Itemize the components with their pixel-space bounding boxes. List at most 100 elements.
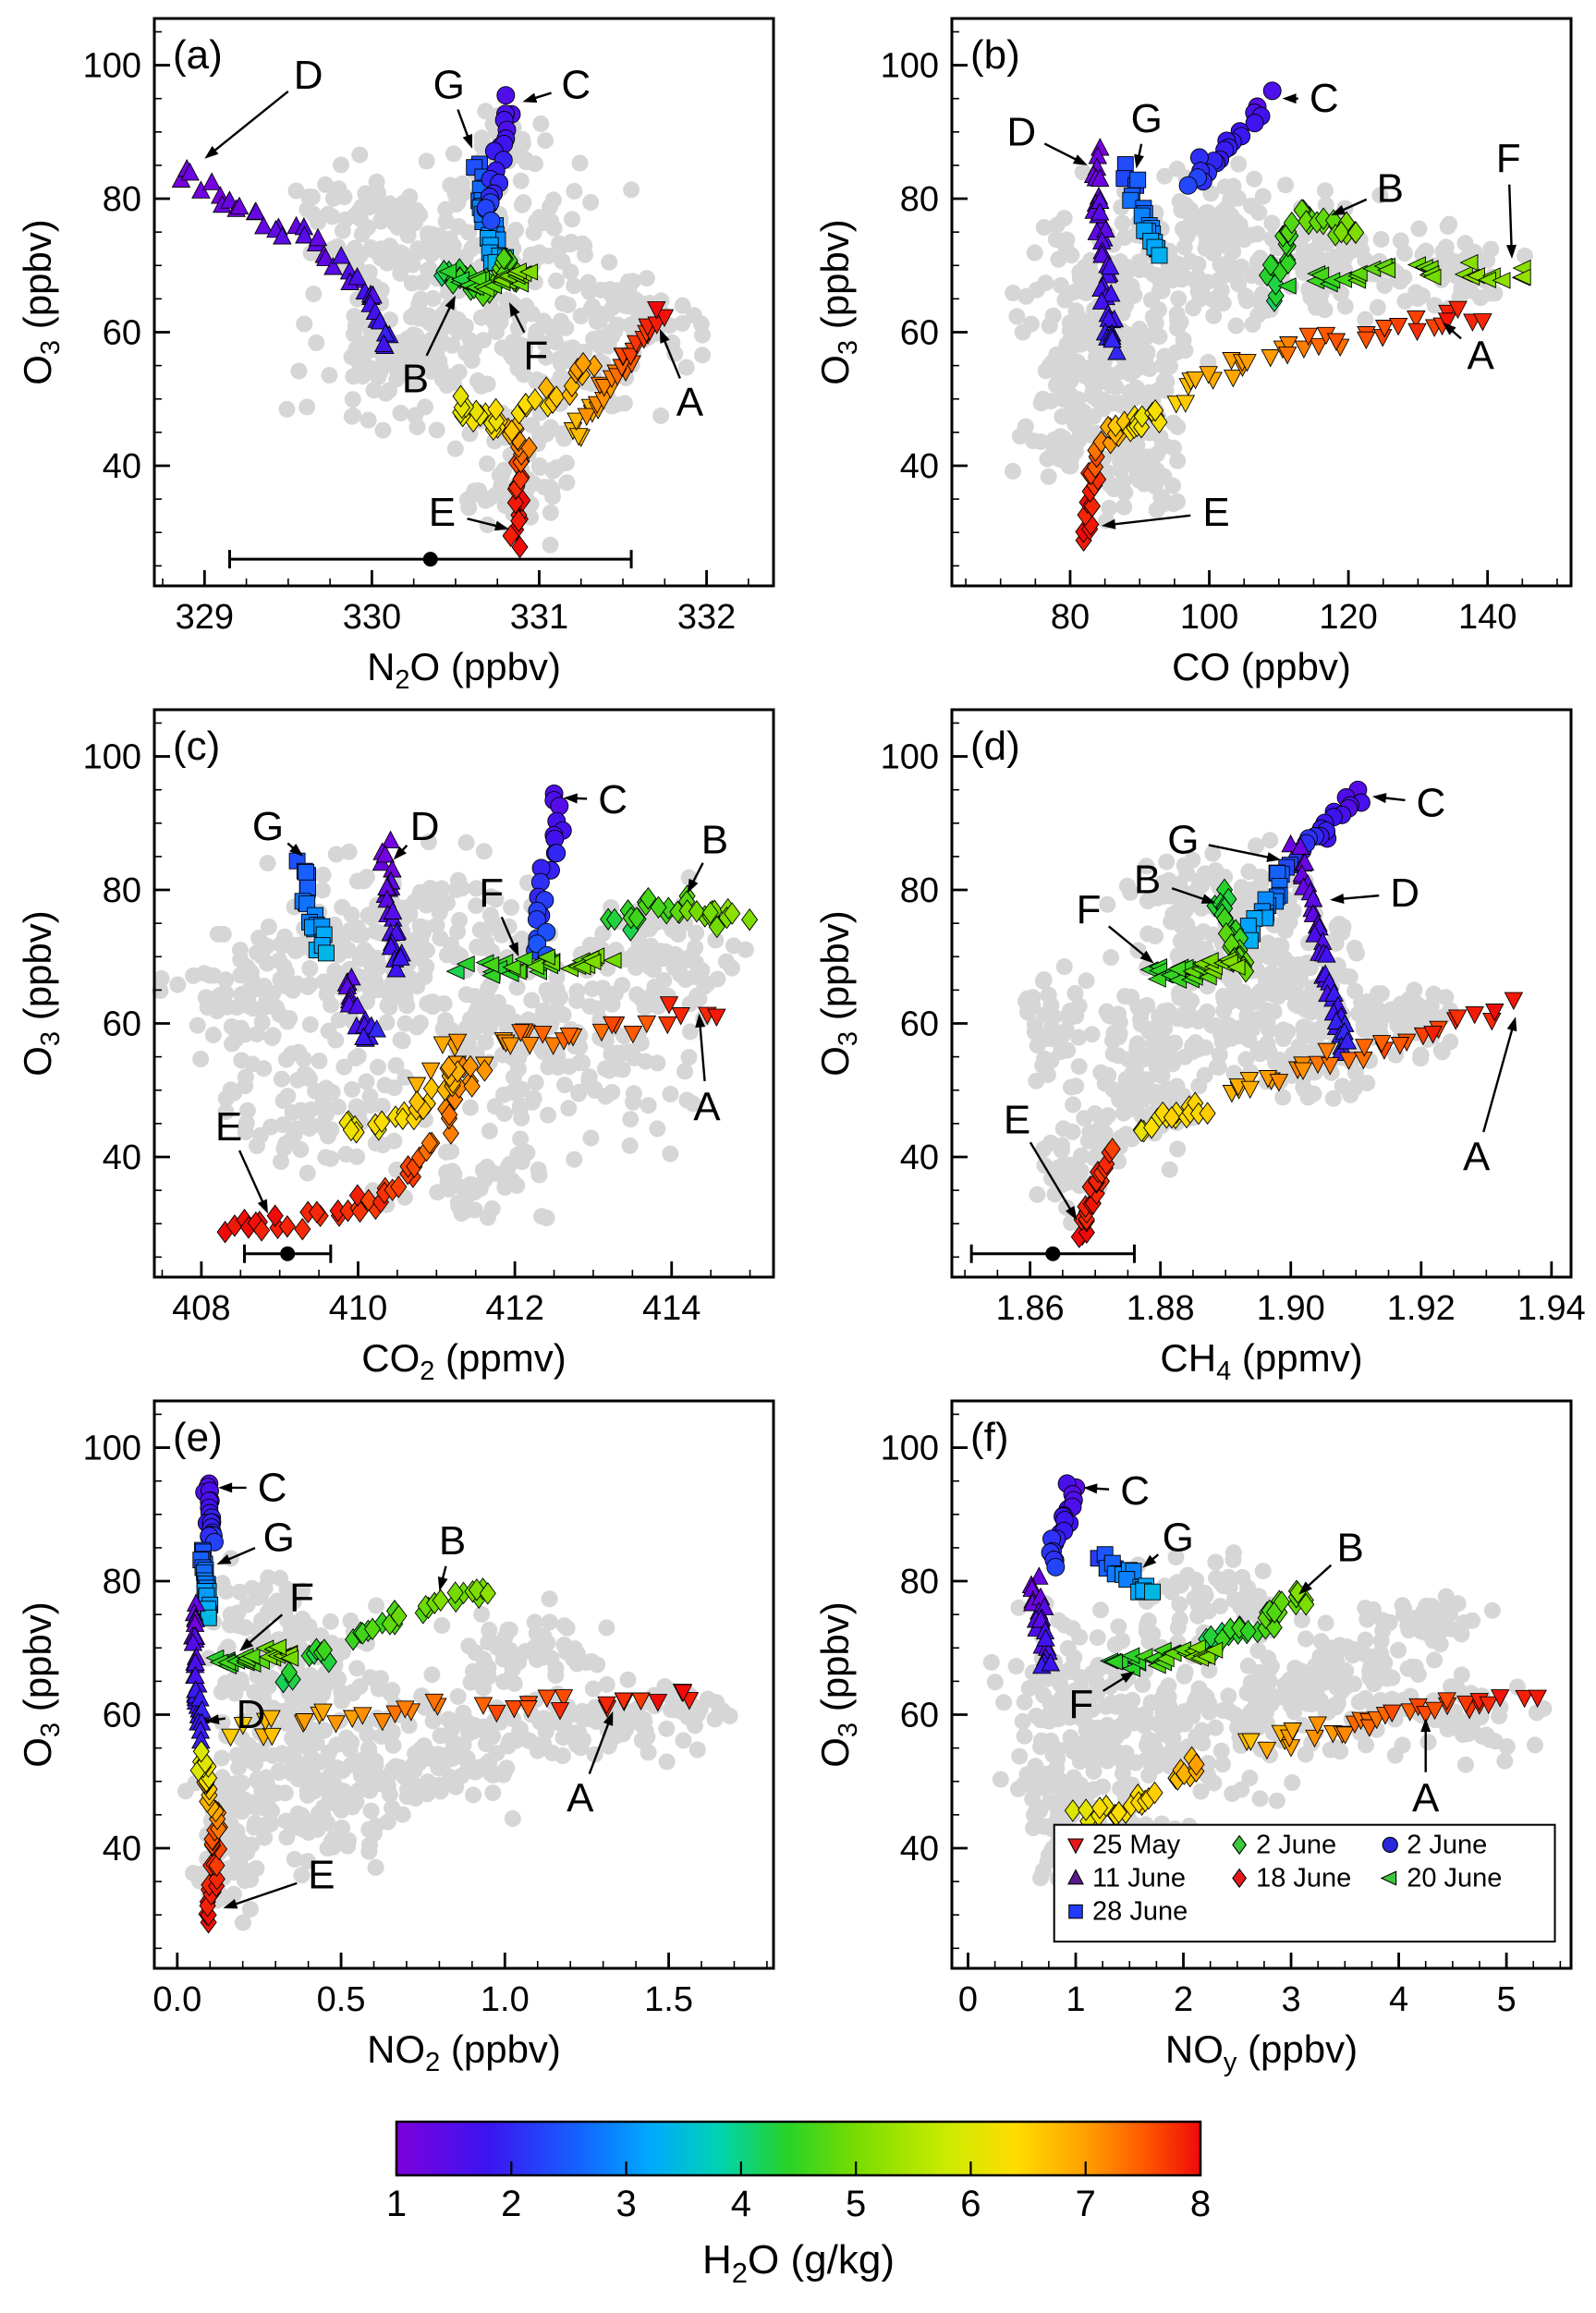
colorbar-wrap: 1 2 3 4 5 6 7 8 H2O (g/kg): [0, 2111, 1596, 2300]
y-tick-label: 80: [102, 1563, 140, 1601]
y-tick-label: 40: [899, 1830, 938, 1869]
annotation-label: D: [1390, 870, 1419, 916]
y-tick-label: 60: [899, 314, 938, 353]
annotation-label: F: [1068, 1682, 1093, 1727]
series-F: [445, 947, 622, 984]
annotation-label: E: [1003, 1098, 1029, 1143]
panel-c-chart: 408 410 412 414 40 60 80 100 CO2 (ppmv) O3 (ppbv)…: [16, 708, 774, 1386]
legend: 25 May 11 June 28 June 2 June 18 June 2 June 2…: [1053, 1823, 1556, 1943]
annotation-C: C: [1371, 781, 1445, 826]
y-axis-label: O3 (ppbv): [813, 910, 863, 1077]
annotation-D: D: [204, 1692, 265, 1737]
x-tick-label: 3: [1281, 1980, 1300, 2019]
legend-label: 2 June: [1407, 1830, 1487, 1859]
series-F: [1139, 951, 1246, 990]
annotation-label: F: [1076, 887, 1101, 932]
annotation-label: C: [1416, 781, 1445, 826]
y-tick-label: 40: [102, 1830, 140, 1869]
annotation-label: A: [1463, 1134, 1491, 1179]
annotation-C: C: [521, 63, 591, 108]
annotation-D: D: [203, 53, 323, 159]
annotation-label: A: [1467, 333, 1494, 378]
annotation-B: B: [437, 1518, 466, 1591]
y-tick-label: 40: [102, 447, 140, 486]
annotation-F: F: [1495, 136, 1520, 260]
panel-letter: (b): [970, 32, 1020, 78]
panel-letter: (d): [970, 724, 1020, 769]
annotation-E: E: [214, 1104, 268, 1214]
panels-grid: 329 330 331 332 40 60 80 100 N2O (ppbv) O3 (ppbv)…: [16, 17, 1585, 2077]
uncertainty-errorbar: [242, 1244, 332, 1263]
legend-box: [1053, 1823, 1556, 1943]
series-D: [372, 830, 411, 978]
colorbar: 1 2 3 4 5 6 7 8 H2O (g/kg): [385, 2120, 1211, 2289]
panel-letter: (c): [173, 724, 220, 769]
annotation-label: C: [561, 63, 591, 108]
y-tick-label: 60: [102, 314, 140, 353]
uncertainty-errorbar: [969, 1244, 1136, 1263]
series-E: [216, 1054, 493, 1244]
annotation-label: A: [676, 380, 703, 425]
annotation-E: E: [1003, 1098, 1077, 1221]
annotation-label: D: [409, 804, 439, 849]
annotation-C: C: [1082, 1468, 1149, 1514]
legend-label: 11 June: [1092, 1863, 1186, 1893]
series-F: [1099, 1638, 1223, 1678]
annotation-label: F: [1495, 136, 1520, 181]
colorbar-gradient: [395, 2120, 1201, 2177]
annotation-D: D: [1006, 109, 1088, 165]
y-tick-label: 40: [102, 1138, 140, 1177]
uncertainty-errorbar: [227, 550, 633, 569]
series-F: [1277, 253, 1531, 295]
annotation-label: G: [1130, 96, 1162, 141]
axis-ticks: [153, 1413, 768, 1968]
annotation-label: E: [308, 1852, 335, 1897]
y-tick-label: 60: [899, 1005, 938, 1044]
x-tick-label: 4: [1388, 1980, 1407, 2019]
y-tick-label: 80: [899, 871, 938, 910]
annotation-label: G: [262, 1516, 294, 1561]
series-E2: [482, 351, 603, 435]
annotation-label: A: [567, 1775, 594, 1820]
series-A: [563, 301, 674, 447]
legend-label: 25 May: [1092, 1830, 1181, 1859]
annotation-F: F: [238, 1576, 313, 1651]
legend-label: 2 June: [1256, 1830, 1336, 1859]
annotation-label: B: [401, 357, 428, 402]
annotation-label: E: [428, 490, 455, 535]
y-axis-label: O3 (ppbv): [813, 219, 863, 385]
x-tick-label: 140: [1457, 598, 1516, 637]
annotation-D: D: [1329, 870, 1419, 916]
colorbar-tick-label: 6: [960, 2184, 981, 2224]
series-D: [171, 159, 399, 355]
x-tick-label: 1.0: [480, 1980, 529, 2019]
annotation-label: A: [693, 1084, 721, 1129]
legend-label: 18 June: [1256, 1863, 1351, 1893]
series-C: [525, 784, 572, 965]
y-tick-label: 100: [82, 47, 140, 86]
x-tick-label: 0: [957, 1980, 977, 2019]
plot-border: [950, 1399, 1572, 1970]
legend-label: 20 June: [1407, 1863, 1502, 1893]
y-tick-label: 60: [899, 1697, 938, 1735]
axis-ticks: [951, 30, 1558, 586]
series-C: [476, 86, 520, 230]
y-axis-label: O3 (ppbv): [16, 219, 66, 385]
colorbar-tick-label: 1: [385, 2184, 406, 2224]
annotation-label: G: [1162, 1516, 1193, 1561]
series-D: [1021, 1566, 1060, 1674]
annotation-G: G: [1141, 1516, 1193, 1568]
y-tick-label: 60: [102, 1005, 140, 1044]
y-axis-label: O3 (ppbv): [16, 910, 66, 1077]
series-D2: [336, 967, 386, 1047]
annotation-A: A: [659, 328, 703, 425]
x-tick-label: 100: [1179, 598, 1237, 637]
x-tick-label: 408: [172, 1289, 230, 1328]
annotation-G: G: [251, 804, 303, 857]
annotation-B: B: [687, 817, 728, 894]
panel-f-chart: 0 1 2 3 4 5 40 60 80 100 NOy (ppbv) O3 (ppbv) CG B F A (…: [813, 1399, 1572, 2077]
y-tick-label: 100: [880, 738, 938, 777]
annotation-G: G: [433, 63, 472, 149]
colorbar-tick-label: 8: [1189, 2184, 1210, 2224]
